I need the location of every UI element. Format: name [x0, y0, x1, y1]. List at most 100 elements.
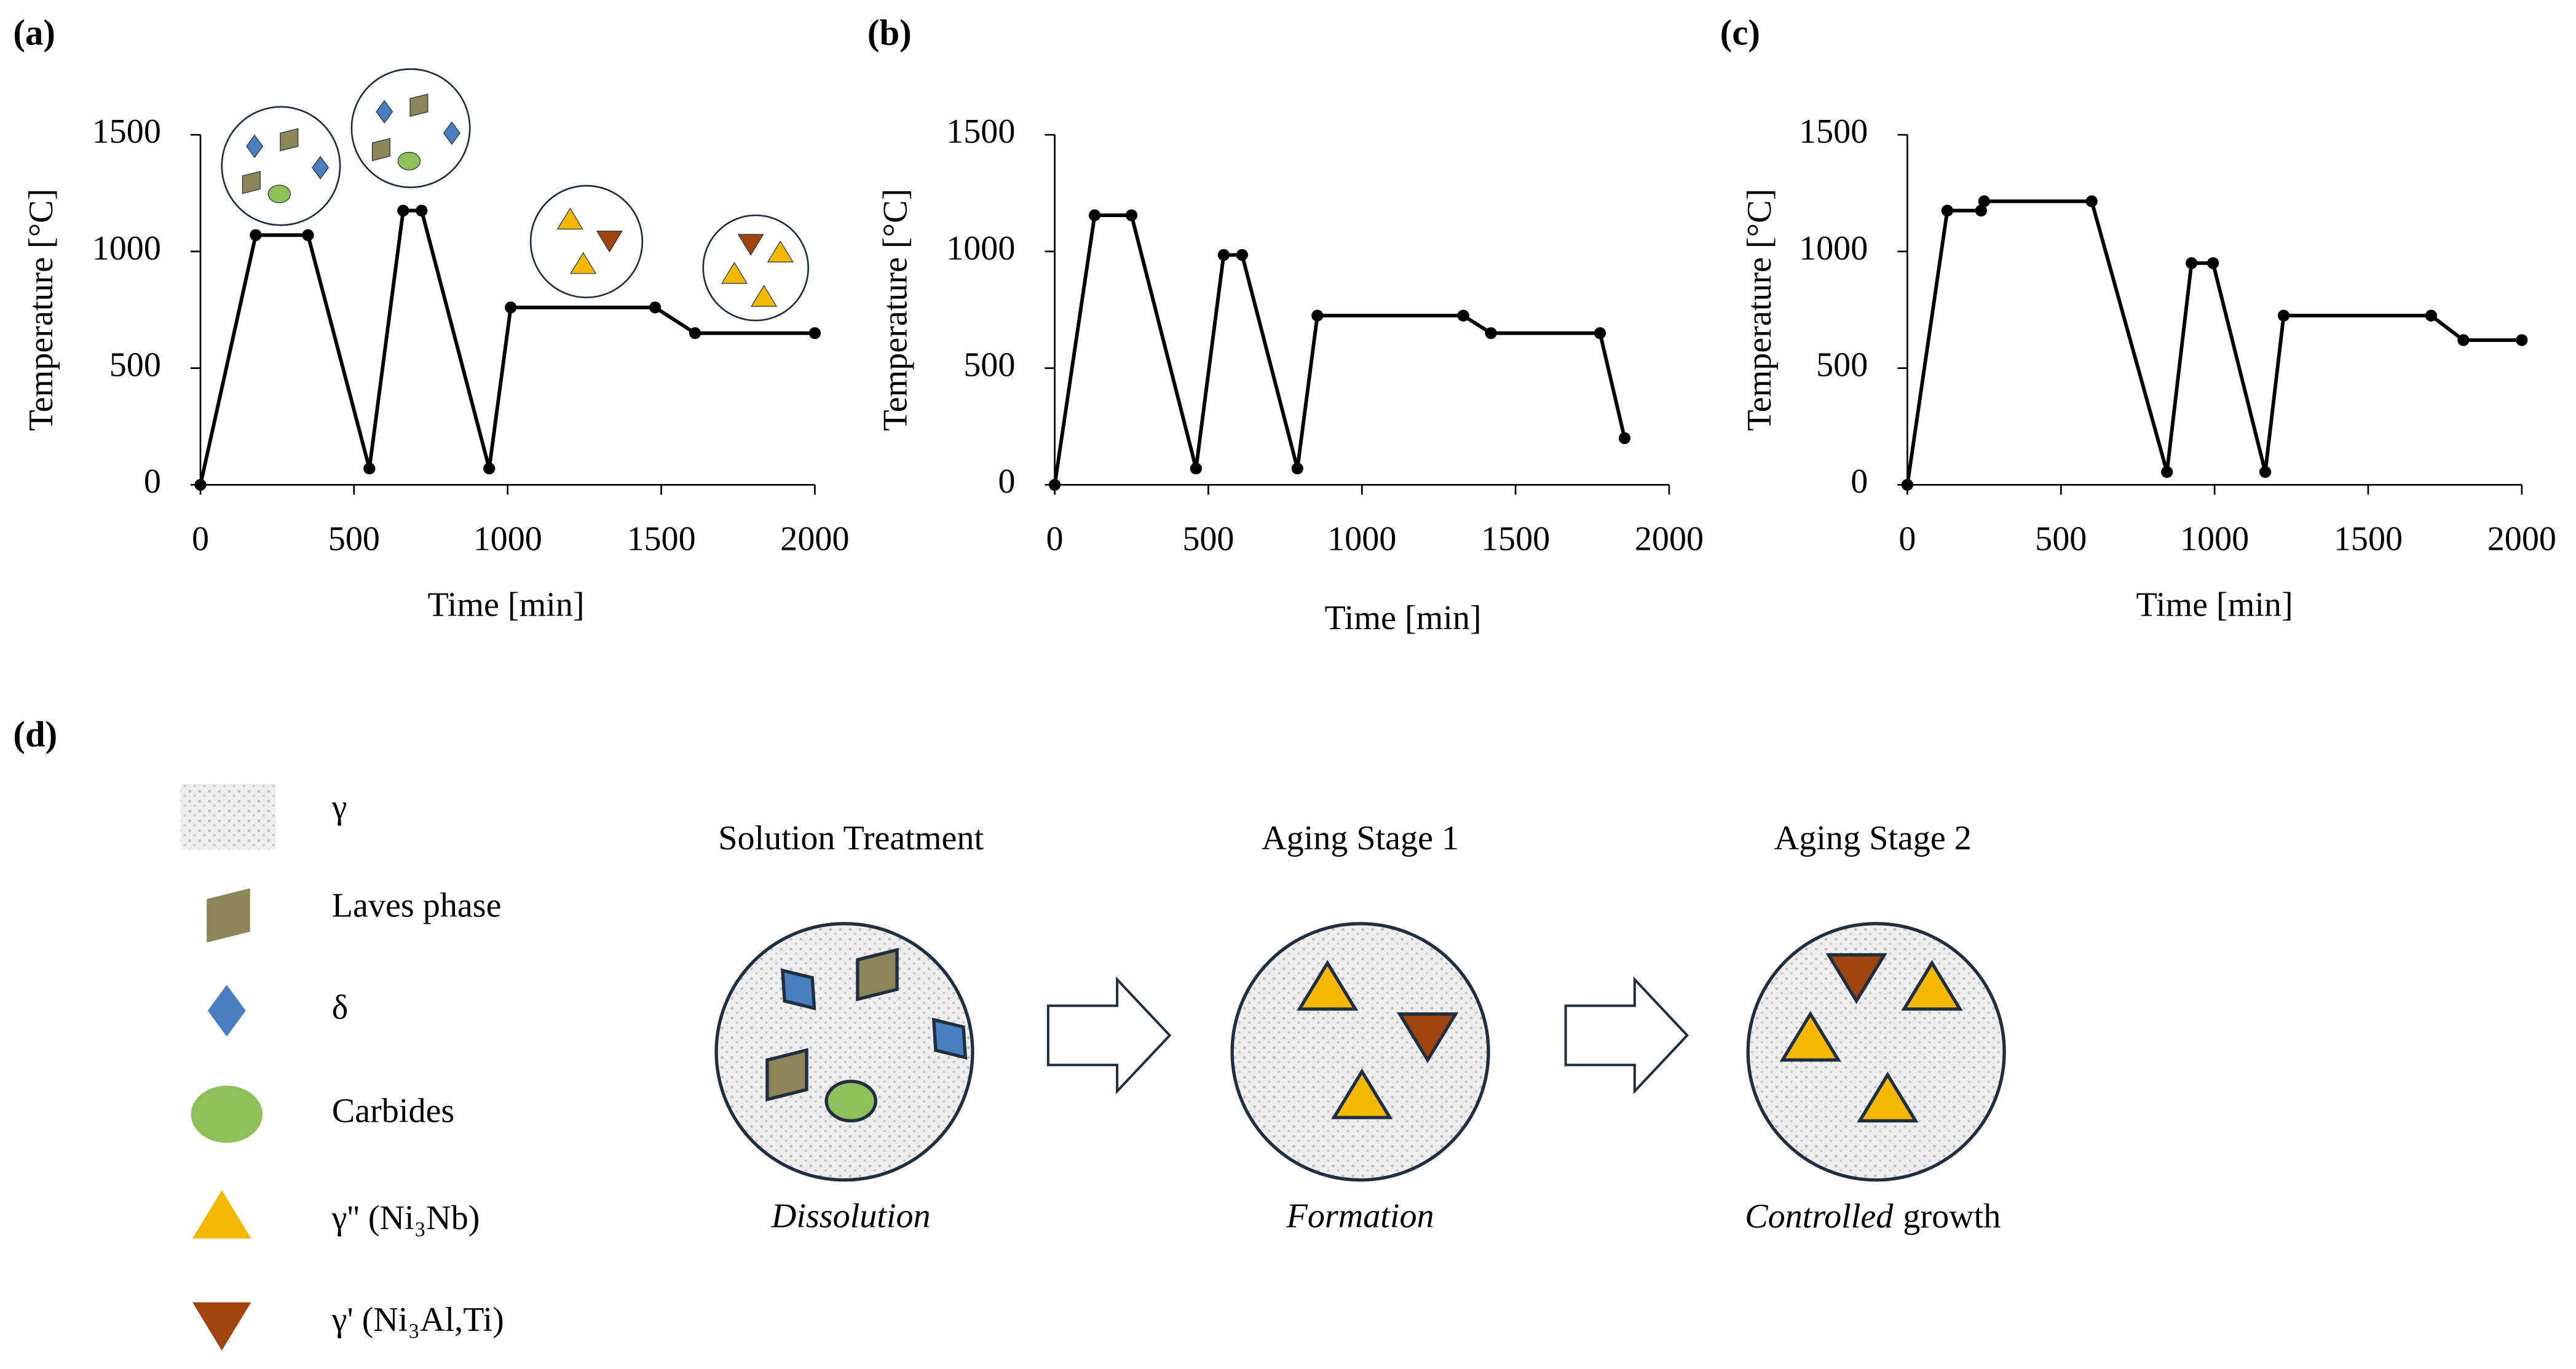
stage-caption: Dissolution	[771, 1197, 931, 1236]
point	[2161, 466, 2173, 478]
point	[1901, 478, 1914, 491]
stage-circle-aging-2	[1746, 922, 2006, 1182]
y-tick-label: 1000	[946, 229, 1015, 268]
inset-solution-1	[221, 106, 341, 226]
point	[1978, 195, 1990, 207]
stage-title: Aging Stage 1	[1262, 819, 1459, 857]
panel-label: (c)	[1720, 12, 1760, 52]
point	[2207, 257, 2219, 269]
point	[1048, 478, 1061, 491]
point	[1457, 309, 1469, 322]
y-tick-label: 1000	[1799, 229, 1868, 268]
point	[2516, 334, 2528, 346]
x-tick-label: 500	[2035, 520, 2087, 558]
y-tick-label: 1000	[92, 229, 161, 268]
stage-caption: Formation	[1286, 1197, 1434, 1236]
x-tick-label: 2000	[2487, 520, 2556, 558]
point	[1594, 327, 1606, 339]
legend-laves-icon	[207, 888, 250, 943]
x-tick-label: 1500	[2334, 520, 2403, 558]
inset-solution-2	[350, 68, 471, 188]
point	[1088, 209, 1101, 221]
point	[2085, 195, 2098, 207]
x-tick-label: 1500	[1481, 520, 1550, 558]
point	[363, 462, 376, 475]
point	[1125, 209, 1138, 221]
x-tick-label: 0	[1046, 520, 1064, 558]
inset-aging-2	[702, 214, 810, 322]
x-tick-label: 500	[1182, 520, 1234, 558]
line-series	[1053, 213, 1627, 485]
legend-gamma-swatch	[180, 784, 276, 850]
x-tick-label: 1500	[626, 520, 695, 558]
caption-part: growth	[1903, 1197, 2001, 1236]
y-tick-label: 0	[1851, 462, 1868, 501]
x-tick-label: 1000	[2180, 520, 2249, 558]
x-axis-label: Time [min]	[2136, 586, 2293, 624]
x-axis-label: Time [min]	[1324, 599, 1481, 637]
point	[483, 462, 496, 475]
y-tick-label: 1500	[92, 113, 161, 151]
legend-label: γ'' (Ni₃Nb)	[331, 1199, 480, 1237]
point	[808, 327, 821, 339]
legend-gpp-icon	[192, 1190, 251, 1239]
point	[2259, 466, 2272, 478]
point	[416, 204, 428, 217]
legend-label: Laves phase	[332, 887, 502, 925]
caption-part: Controlled	[1745, 1197, 1894, 1236]
stage-title: Aging Stage 2	[1774, 819, 1972, 857]
x-tick-label: 2000	[1635, 520, 1704, 558]
panel-label: (a)	[13, 12, 55, 52]
panel-label: (d)	[13, 714, 57, 754]
stage-caption: Controlled growth	[1745, 1197, 2001, 1236]
point	[1485, 327, 1497, 339]
point	[397, 204, 409, 217]
point	[2277, 309, 2290, 322]
legend-label: γ' (Ni₃Al,Ti)	[331, 1301, 504, 1339]
x-axis-label: Time [min]	[427, 586, 584, 624]
y-tick-label: 500	[109, 346, 161, 384]
y-tick-label: 0	[144, 462, 161, 501]
point	[505, 301, 517, 314]
y-axis-label: Temperature [°C]	[1740, 189, 1779, 431]
point	[1190, 462, 1203, 475]
point	[1975, 204, 1987, 217]
x-tick-label: 0	[1898, 520, 1916, 558]
point	[1217, 248, 1230, 261]
arrow	[1564, 976, 1689, 1095]
y-axis-label: Temperature [°C]	[877, 189, 915, 431]
x-tick-label: 2000	[780, 520, 849, 558]
point	[194, 478, 207, 491]
stage-circle-solution	[714, 922, 979, 1182]
point	[1291, 462, 1303, 475]
point	[302, 229, 314, 241]
legend-gp-icon	[192, 1302, 251, 1351]
point	[2457, 334, 2470, 346]
x-tick-label: 500	[328, 520, 380, 558]
stage-title: Solution Treatment	[718, 819, 984, 857]
legend-label: Carbides	[332, 1092, 454, 1130]
point	[689, 327, 701, 339]
y-tick-label: 500	[963, 346, 1015, 384]
arrow	[1046, 976, 1172, 1095]
y-tick-label: 1500	[946, 113, 1015, 151]
point	[2425, 309, 2438, 322]
point	[1236, 248, 1248, 261]
point	[1941, 204, 1953, 217]
legend-delta-icon	[207, 985, 246, 1037]
legend-label: γ	[331, 788, 347, 826]
inset-aging-1	[529, 185, 644, 299]
legend-carbide-icon	[191, 1085, 263, 1143]
y-tick-label: 1500	[1799, 113, 1868, 151]
stage-circle-aging-1	[1230, 922, 1490, 1182]
y-tick-label: 0	[998, 462, 1015, 501]
line-series	[1905, 199, 2522, 485]
legend-label: δ	[332, 988, 348, 1026]
y-axis-label: Temperature [°C]	[22, 189, 60, 431]
x-tick-label: 0	[192, 520, 209, 558]
point	[250, 229, 262, 241]
point	[1618, 432, 1631, 445]
point	[649, 301, 662, 314]
